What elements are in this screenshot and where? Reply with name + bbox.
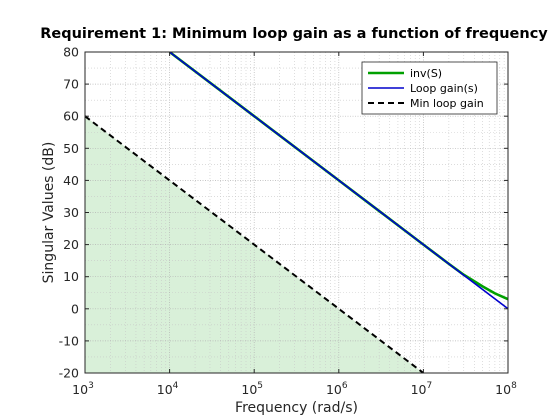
x-tick-label: 105	[241, 381, 263, 397]
y-tick-label: 80	[63, 45, 79, 60]
x-axis-label: Frequency (rad/s)	[235, 400, 358, 416]
y-tick-label: 40	[63, 173, 79, 188]
x-tick-label: 107	[411, 381, 433, 397]
x-tick-label-base: 10	[72, 382, 88, 397]
legend: inv(S) Loop gain(s) Min loop gain	[361, 61, 498, 115]
y-tick-label: 60	[63, 109, 79, 124]
x-tick-label-base: 10	[495, 382, 511, 397]
series-line-loop-gain-s	[169, 52, 508, 310]
y-tick-label: -10	[59, 333, 79, 348]
y-tick-label: 20	[63, 237, 79, 252]
x-tick-label-exponent: 7	[426, 381, 432, 391]
x-tick-label: 108	[495, 381, 517, 397]
y-tick-label: 70	[63, 77, 79, 92]
x-tick-label-base: 10	[241, 382, 257, 397]
x-tick-label-exponent: 5	[257, 381, 263, 391]
x-tick-label-exponent: 8	[511, 381, 517, 391]
x-tick-label: 103	[72, 381, 94, 397]
series-line-min-loop-gain	[85, 115, 425, 373]
x-tick-label-base: 10	[411, 382, 427, 397]
x-tick-label: 106	[326, 381, 348, 397]
y-tick-label: 50	[63, 141, 79, 156]
x-tick-label-base: 10	[326, 382, 342, 397]
x-tick-label: 104	[157, 381, 179, 397]
y-tick-label: 0	[71, 301, 79, 316]
y-tick-label: 10	[63, 269, 79, 284]
chart-title: Requirement 1: Minimum loop gain as a fu…	[40, 26, 548, 42]
legend-label-loop-gain-s: Loop gain(s)	[410, 82, 478, 95]
legend-label-inv-s: inv(S)	[410, 67, 442, 80]
x-tick-label-exponent: 4	[173, 381, 179, 391]
x-tick-label-exponent: 3	[88, 381, 94, 391]
legend-label-min-loop-gain: Min loop gain	[410, 97, 484, 110]
x-tick-label-exponent: 6	[342, 381, 348, 391]
y-tick-label: 30	[63, 205, 79, 220]
y-axis-label: Singular Values (dB)	[41, 142, 57, 284]
x-tick-label-base: 10	[157, 382, 173, 397]
y-tick-label: -20	[59, 366, 79, 381]
